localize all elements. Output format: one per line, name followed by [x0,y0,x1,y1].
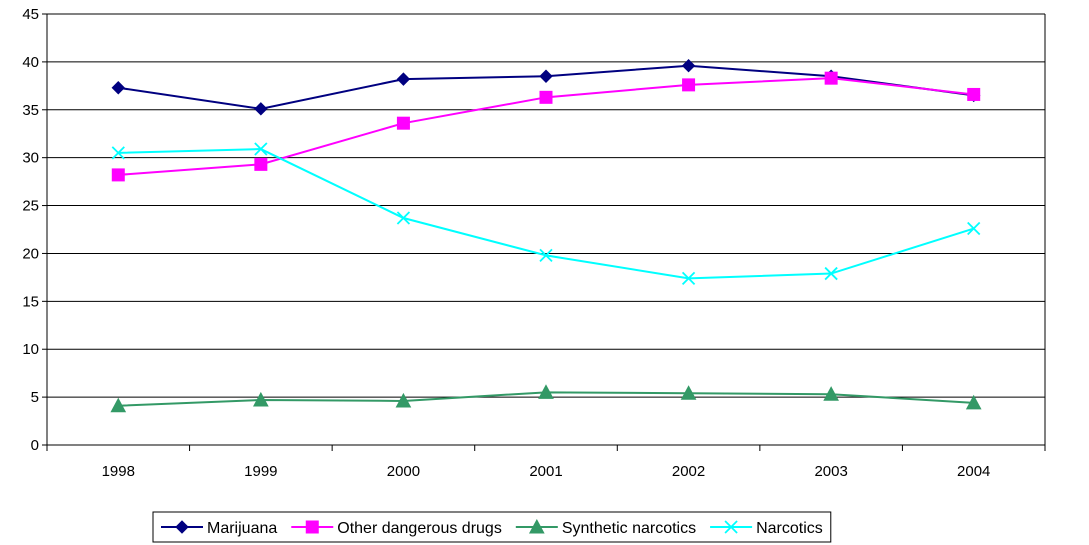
x-tick-label: 1999 [244,463,277,480]
legend-marker [305,520,319,534]
legend-label: Synthetic narcotics [562,520,696,537]
axes: 0 5 10 15 20 25 30 35 40 45 1998 1999 2000 2001 2002 20… [22,6,1046,480]
series-synthetic-narcotics [110,384,982,413]
gridlines [47,13,1045,398]
data-point [681,59,696,73]
series-other-dangerous-drugs [111,71,981,182]
data-point [681,271,696,285]
y-tick-label: 30 [22,150,39,167]
legend-item: Marijuana [161,520,277,537]
x-tick-label: 2003 [814,463,847,480]
data-point [111,81,125,95]
x-tick-label: 1998 [102,463,135,480]
data-point [823,386,839,401]
data-point [254,102,268,116]
series-group [110,59,982,413]
data-point [396,72,411,86]
data-point [538,384,554,399]
data-point [967,221,981,236]
series-narcotics [111,142,981,285]
y-tick-label: 25 [22,198,39,215]
y-tick-label: 20 [22,245,39,262]
x-tick-label: 2001 [529,463,562,480]
data-point [254,142,268,156]
series-line [118,148,975,280]
data-point [539,90,553,104]
legend-label: Narcotics [756,520,823,537]
data-point [680,385,697,400]
data-point [395,392,412,408]
legend-label: Marijuana [207,520,277,537]
data-point [824,266,838,281]
legend-item: Narcotics [710,520,823,537]
legend-box [152,511,832,543]
series-marijuana [111,59,981,116]
data-point [396,211,411,225]
y-tick-label: 15 [22,293,39,310]
legend: Marijuana Other dangerous drugs Synthetic … [152,511,832,543]
data-point [396,116,410,130]
x-tick-label: 2002 [672,463,705,480]
y-tick-label: 10 [22,341,39,358]
y-tick-label: 5 [31,389,39,406]
x-tick-label: 2000 [387,463,420,480]
y-tick-label: 35 [22,102,39,119]
legend-marker [528,518,545,534]
legend-marker [724,520,738,534]
data-point [539,69,553,83]
data-point [111,168,125,182]
data-point [539,248,553,262]
legend-item: Synthetic narcotics [515,518,696,537]
y-tick-label: 40 [22,54,39,71]
data-point [254,157,268,171]
data-point [824,71,838,85]
y-tick-label: 45 [22,6,39,23]
legend-item: Other dangerous drugs [291,520,502,537]
data-point [110,397,127,413]
legend-marker [175,520,189,534]
data-point [253,391,269,407]
data-point [967,87,981,101]
y-tick-label: 0 [31,437,39,454]
legend-label: Other dangerous drugs [337,520,502,537]
data-point [682,78,696,92]
data-point [965,394,982,410]
data-point [111,146,125,160]
x-tick-label: 2004 [957,463,990,480]
